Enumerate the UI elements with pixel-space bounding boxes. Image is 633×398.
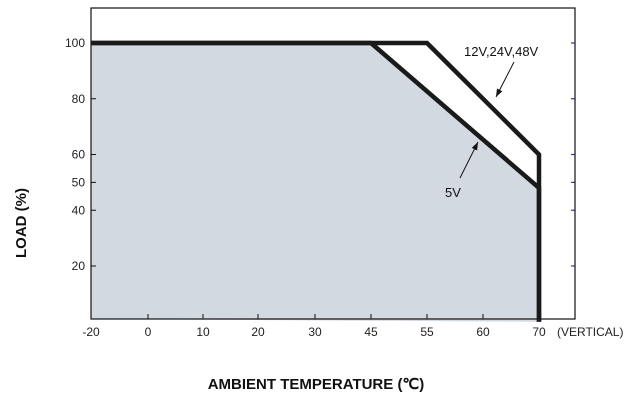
x-extra-label: (VERTICAL) <box>557 325 623 339</box>
y-tick-label: 40 <box>72 203 86 217</box>
y-tick-labels: 20 40 50 60 80 100 <box>65 36 85 273</box>
x-tick-label: 70 <box>532 325 546 339</box>
arrow-5v <box>459 141 479 179</box>
x-tick-label: 60 <box>476 325 490 339</box>
y-tick-label: 100 <box>65 36 85 50</box>
x-tick-label: 55 <box>420 325 434 339</box>
series-line-1 <box>91 40 542 322</box>
label-arrows <box>459 61 515 179</box>
series-lines <box>91 40 542 322</box>
x-axis-title: AMBIENT TEMPERATURE (℃) <box>208 376 425 393</box>
x-tick-label: -20 <box>82 325 100 339</box>
plot-frame <box>90 7 576 320</box>
series-label-12v-24v-48v: 12V,24V,48V <box>464 44 539 59</box>
y-tick-label: 50 <box>72 175 86 189</box>
operating-area-fill <box>91 43 539 322</box>
x-tick-label: 30 <box>308 325 322 339</box>
arrow-12v-24v-48v <box>495 61 515 98</box>
x-tick-label: 0 <box>145 325 152 339</box>
y-tick-label: 20 <box>72 259 86 273</box>
y-tick-label: 60 <box>72 148 86 162</box>
x-tick-label: 10 <box>196 325 210 339</box>
x-tick-label: 20 <box>251 325 265 339</box>
y-tick-label: 80 <box>72 92 86 106</box>
x-tick-labels: -20 0 10 20 30 45 55 60 70 <box>82 325 546 339</box>
series-label-5v: 5V <box>445 185 461 200</box>
x-tick-label: 45 <box>364 325 378 339</box>
right-axis-ticks <box>571 42 575 267</box>
y-axis-title: LOAD (%) <box>13 188 30 258</box>
